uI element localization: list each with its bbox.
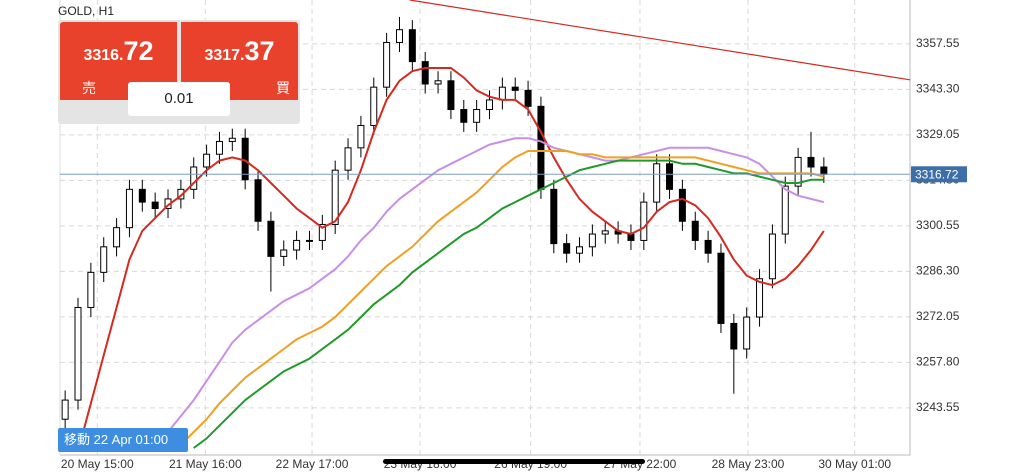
candle-body <box>305 239 313 242</box>
candle-body <box>293 239 301 251</box>
candle-body <box>344 147 352 171</box>
y-tick-label: 3329.05 <box>916 127 960 141</box>
y-tick-label: 3300.55 <box>916 218 960 232</box>
candle-body <box>756 278 764 318</box>
buy-price-main: 3317. <box>204 47 245 64</box>
symbol: GOLD, H1 <box>58 4 115 18</box>
candle-body <box>588 233 596 248</box>
candle-body <box>447 80 455 111</box>
x-tick-label: 22 May 17:00 <box>276 457 349 471</box>
lot-input[interactable]: 0.01 <box>128 82 230 116</box>
candle-body <box>794 156 802 187</box>
candle-body <box>768 233 776 280</box>
candle-body <box>215 140 223 155</box>
sell-label: 売 <box>82 80 96 96</box>
candle-body <box>524 89 532 107</box>
candle-body <box>254 179 262 222</box>
x-tick-label: 21 May 16:00 <box>169 457 242 471</box>
candle-body <box>228 137 236 142</box>
y-tick-label: 3357.55 <box>916 36 960 50</box>
candle-body <box>267 220 275 257</box>
y-tick-label: 3272.05 <box>916 309 960 323</box>
buy-price-big: 37 <box>244 36 275 66</box>
candle-body <box>61 399 69 420</box>
candle-body <box>331 169 339 225</box>
candle-body <box>383 41 391 88</box>
y-tick-label: 3343.30 <box>916 82 960 96</box>
moving-average <box>193 159 824 449</box>
moving-average <box>77 67 825 452</box>
candle-body <box>74 306 82 401</box>
candle-body <box>704 239 712 254</box>
candle-body <box>151 201 159 210</box>
candle-body <box>421 61 429 85</box>
last-price-box <box>911 166 967 183</box>
buy-label: 買 <box>276 80 290 96</box>
x-tick-label: 20 May 15:00 <box>61 457 134 471</box>
x-tick-label: 28 May 23:00 <box>712 457 785 471</box>
candle-body <box>241 137 249 181</box>
candle-body <box>138 188 146 203</box>
candle-body <box>486 99 494 111</box>
candle-body <box>87 271 95 308</box>
candle-body <box>691 220 699 241</box>
candle-body <box>370 86 378 126</box>
candle-body <box>550 188 558 245</box>
candle-body <box>576 246 584 254</box>
candle-body <box>434 80 442 85</box>
candle-body <box>473 109 481 123</box>
sell-price-main: 3316. <box>83 47 124 64</box>
candle-body <box>717 252 725 324</box>
candle-body <box>807 156 815 168</box>
sell-price-big: 72 <box>123 36 154 66</box>
scroll-indicator <box>383 459 645 464</box>
candle-body <box>203 153 211 168</box>
candle-body <box>511 86 519 91</box>
candle-body <box>113 227 121 248</box>
candle-body <box>498 86 506 101</box>
last-price-label: 3316.72 <box>915 167 959 181</box>
trendline <box>409 0 911 81</box>
crosshair-label: 移動 22 Apr 01:00 <box>58 428 188 452</box>
candle-body <box>730 322 738 350</box>
candle-body <box>563 243 571 254</box>
y-tick-label: 3243.55 <box>916 400 960 414</box>
y-tick-label: 3257.80 <box>916 355 960 369</box>
candle-body <box>666 163 674 190</box>
candle-body <box>357 124 365 149</box>
candle-body <box>280 249 288 257</box>
buy-price: 3317.37 <box>181 36 298 67</box>
candle-body <box>395 29 403 43</box>
candle-body <box>781 185 789 235</box>
y-tick-label: 3286.30 <box>916 264 960 278</box>
candle-body <box>743 316 751 350</box>
candle-body <box>601 230 609 235</box>
candle-body <box>125 188 133 229</box>
moving-average <box>154 137 825 446</box>
candle-body <box>100 246 108 273</box>
candle-body <box>190 166 198 190</box>
candle-body <box>653 163 661 203</box>
x-tick-label: 30 May 01:00 <box>818 457 891 471</box>
candle-body <box>408 29 416 63</box>
candle-body <box>318 223 326 241</box>
candle-body <box>678 188 686 222</box>
candle-body <box>537 105 545 190</box>
candle-body <box>820 166 828 175</box>
moving-average <box>180 150 825 446</box>
candle-body <box>460 109 468 123</box>
sell-price: 3316.72 <box>60 36 177 67</box>
candle-body <box>640 201 648 241</box>
